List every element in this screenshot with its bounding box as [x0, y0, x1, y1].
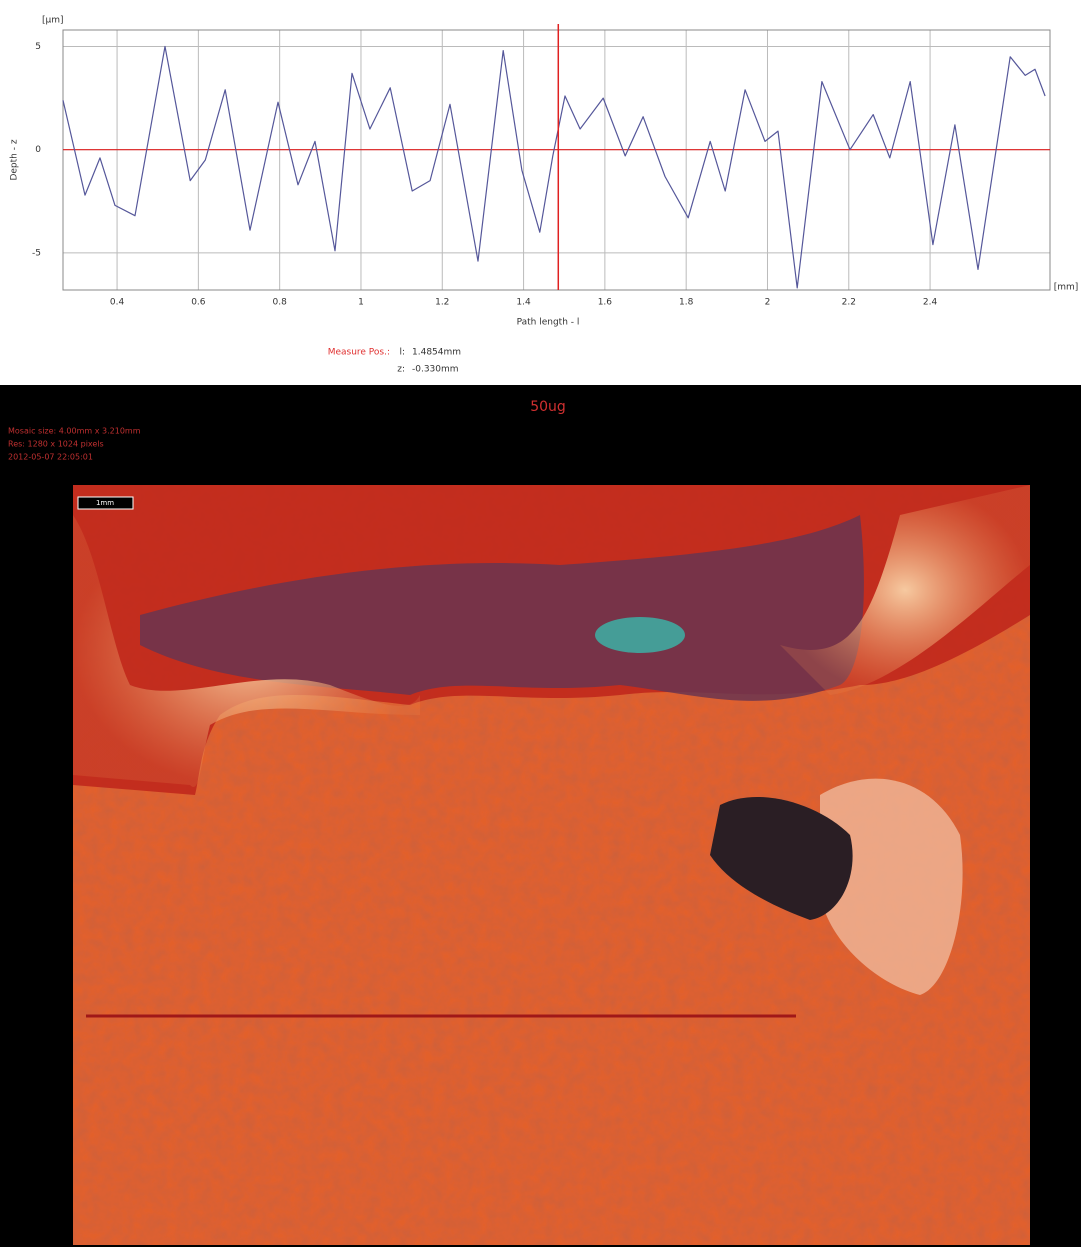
panel-title: 50ug — [530, 399, 566, 415]
x-tick-label: 0.8 — [273, 298, 288, 308]
x-tick-label: 0.4 — [110, 298, 125, 308]
y-tick-label: -5 — [32, 248, 41, 258]
x-tick-label: 1.6 — [598, 298, 613, 308]
x-tick-label: 1.8 — [679, 298, 694, 308]
image-info: Mosaic size: 4.00mm x 3.210mm — [8, 427, 141, 436]
x-tick-label: 2.4 — [923, 298, 938, 308]
image-info: 2012-05-07 22:05:01 — [8, 453, 93, 462]
cursor-l-label: l: — [399, 348, 405, 358]
x-tick-label: 1.2 — [435, 298, 449, 308]
image-info: Res: 1280 x 1024 pixels — [8, 440, 104, 449]
y-tick-label: 5 — [35, 42, 41, 52]
y-axis-label: Depth - z — [10, 139, 20, 180]
x-tick-label: 2 — [765, 298, 771, 308]
y-tick-label: 0 — [35, 145, 41, 155]
plot-frame — [62, 29, 1051, 291]
y-unit: [µm] — [42, 16, 64, 26]
micrograph: 1mm — [73, 485, 1030, 1245]
x-tick-label: 1 — [358, 298, 364, 308]
image-panel: 50ug 1mm Mosaic size: 4.00mm x 3.210mm Re… — [0, 385, 1081, 1247]
x-axis-label: Path length - l — [517, 318, 580, 328]
profile-chart: [µm] [mm] Depth - z Path length - l Meas… — [10, 16, 1079, 375]
profile-line — [62, 45, 1046, 289]
x-tick-label: 2.2 — [842, 298, 856, 308]
cursor-z-label: z: — [397, 365, 405, 375]
cursor-z: -0.330mm — [412, 365, 459, 375]
x-tick-label: 0.6 — [191, 298, 206, 308]
x-tick-label: 1.4 — [516, 298, 531, 308]
cursor-l: 1.4854mm — [412, 348, 461, 358]
x-unit: [mm] — [1054, 283, 1079, 293]
scale-bar-label: 1mm — [96, 499, 114, 507]
cursor-title: Measure Pos.: — [328, 348, 390, 358]
